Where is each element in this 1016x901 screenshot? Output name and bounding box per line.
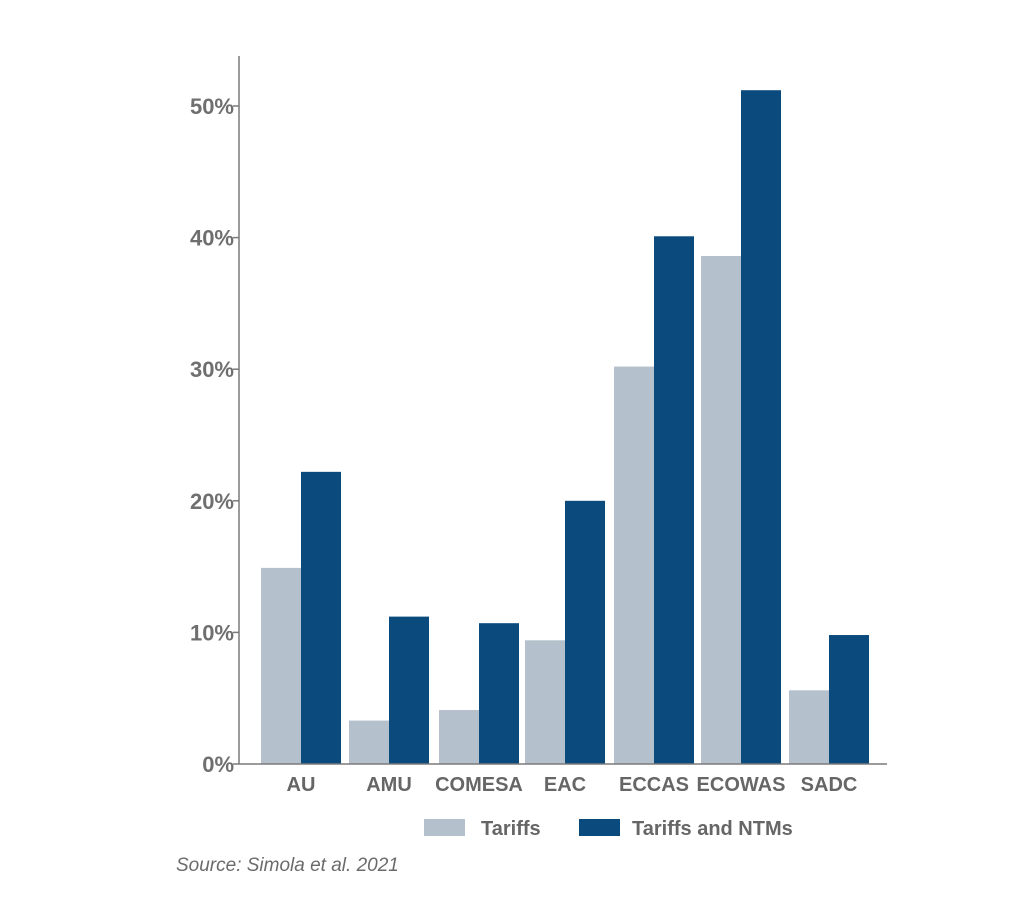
legend-swatch: [424, 819, 465, 836]
y-tick-label: 10%: [190, 620, 234, 645]
source-note: Source: Simola et al. 2021: [176, 855, 399, 876]
axes-group: [238, 56, 887, 765]
y-tick-label: 50%: [190, 94, 234, 119]
x-axis-labels: AU AMU COMESA EAC ECCAS ECOWAS SADC: [287, 774, 858, 796]
bar-ecowas-tariffs-and-ntms: [741, 90, 781, 764]
bar-sadc-tariffs-and-ntms: [829, 635, 869, 764]
y-tick-label: 40%: [190, 226, 234, 251]
y-tick-label: 30%: [190, 357, 234, 382]
x-category-label: ECOWAS: [697, 774, 786, 796]
bar-eccas-tariffs: [614, 366, 654, 764]
bar-amu-tariffs: [349, 720, 389, 764]
bar-au-tariffs-and-ntms: [301, 471, 341, 764]
bar-comesa-tariffs-and-ntms: [479, 623, 519, 764]
y-tick-label: 20%: [190, 489, 234, 514]
legend-label: Tariffs and NTMs: [632, 818, 793, 840]
y-axis-ticks: 0% 10% 20% 30% 40% 50%: [190, 94, 239, 777]
x-category-label: ECCAS: [619, 774, 689, 796]
x-category-label: AU: [287, 774, 316, 796]
legend-label: Tariffs: [481, 818, 541, 840]
bar-au-tariffs: [261, 567, 301, 764]
x-category-label: AMU: [366, 774, 412, 796]
x-category-label: SADC: [801, 774, 858, 796]
bar-eac-tariffs-and-ntms: [565, 500, 605, 764]
bar-ecowas-tariffs: [701, 256, 741, 764]
bar-eac-tariffs: [525, 640, 565, 764]
bar-eccas-tariffs-and-ntms: [654, 236, 694, 764]
x-category-label: EAC: [544, 774, 586, 796]
y-tick-label: 0%: [202, 752, 234, 777]
bar-comesa-tariffs: [439, 710, 479, 764]
legend: Tariffs Tariffs and NTMs: [424, 818, 793, 840]
bar-amu-tariffs-and-ntms: [389, 616, 429, 764]
bar-sadc-tariffs: [789, 690, 829, 764]
bars-group: [261, 90, 869, 764]
legend-swatch: [579, 819, 620, 836]
x-category-label: COMESA: [435, 774, 523, 796]
